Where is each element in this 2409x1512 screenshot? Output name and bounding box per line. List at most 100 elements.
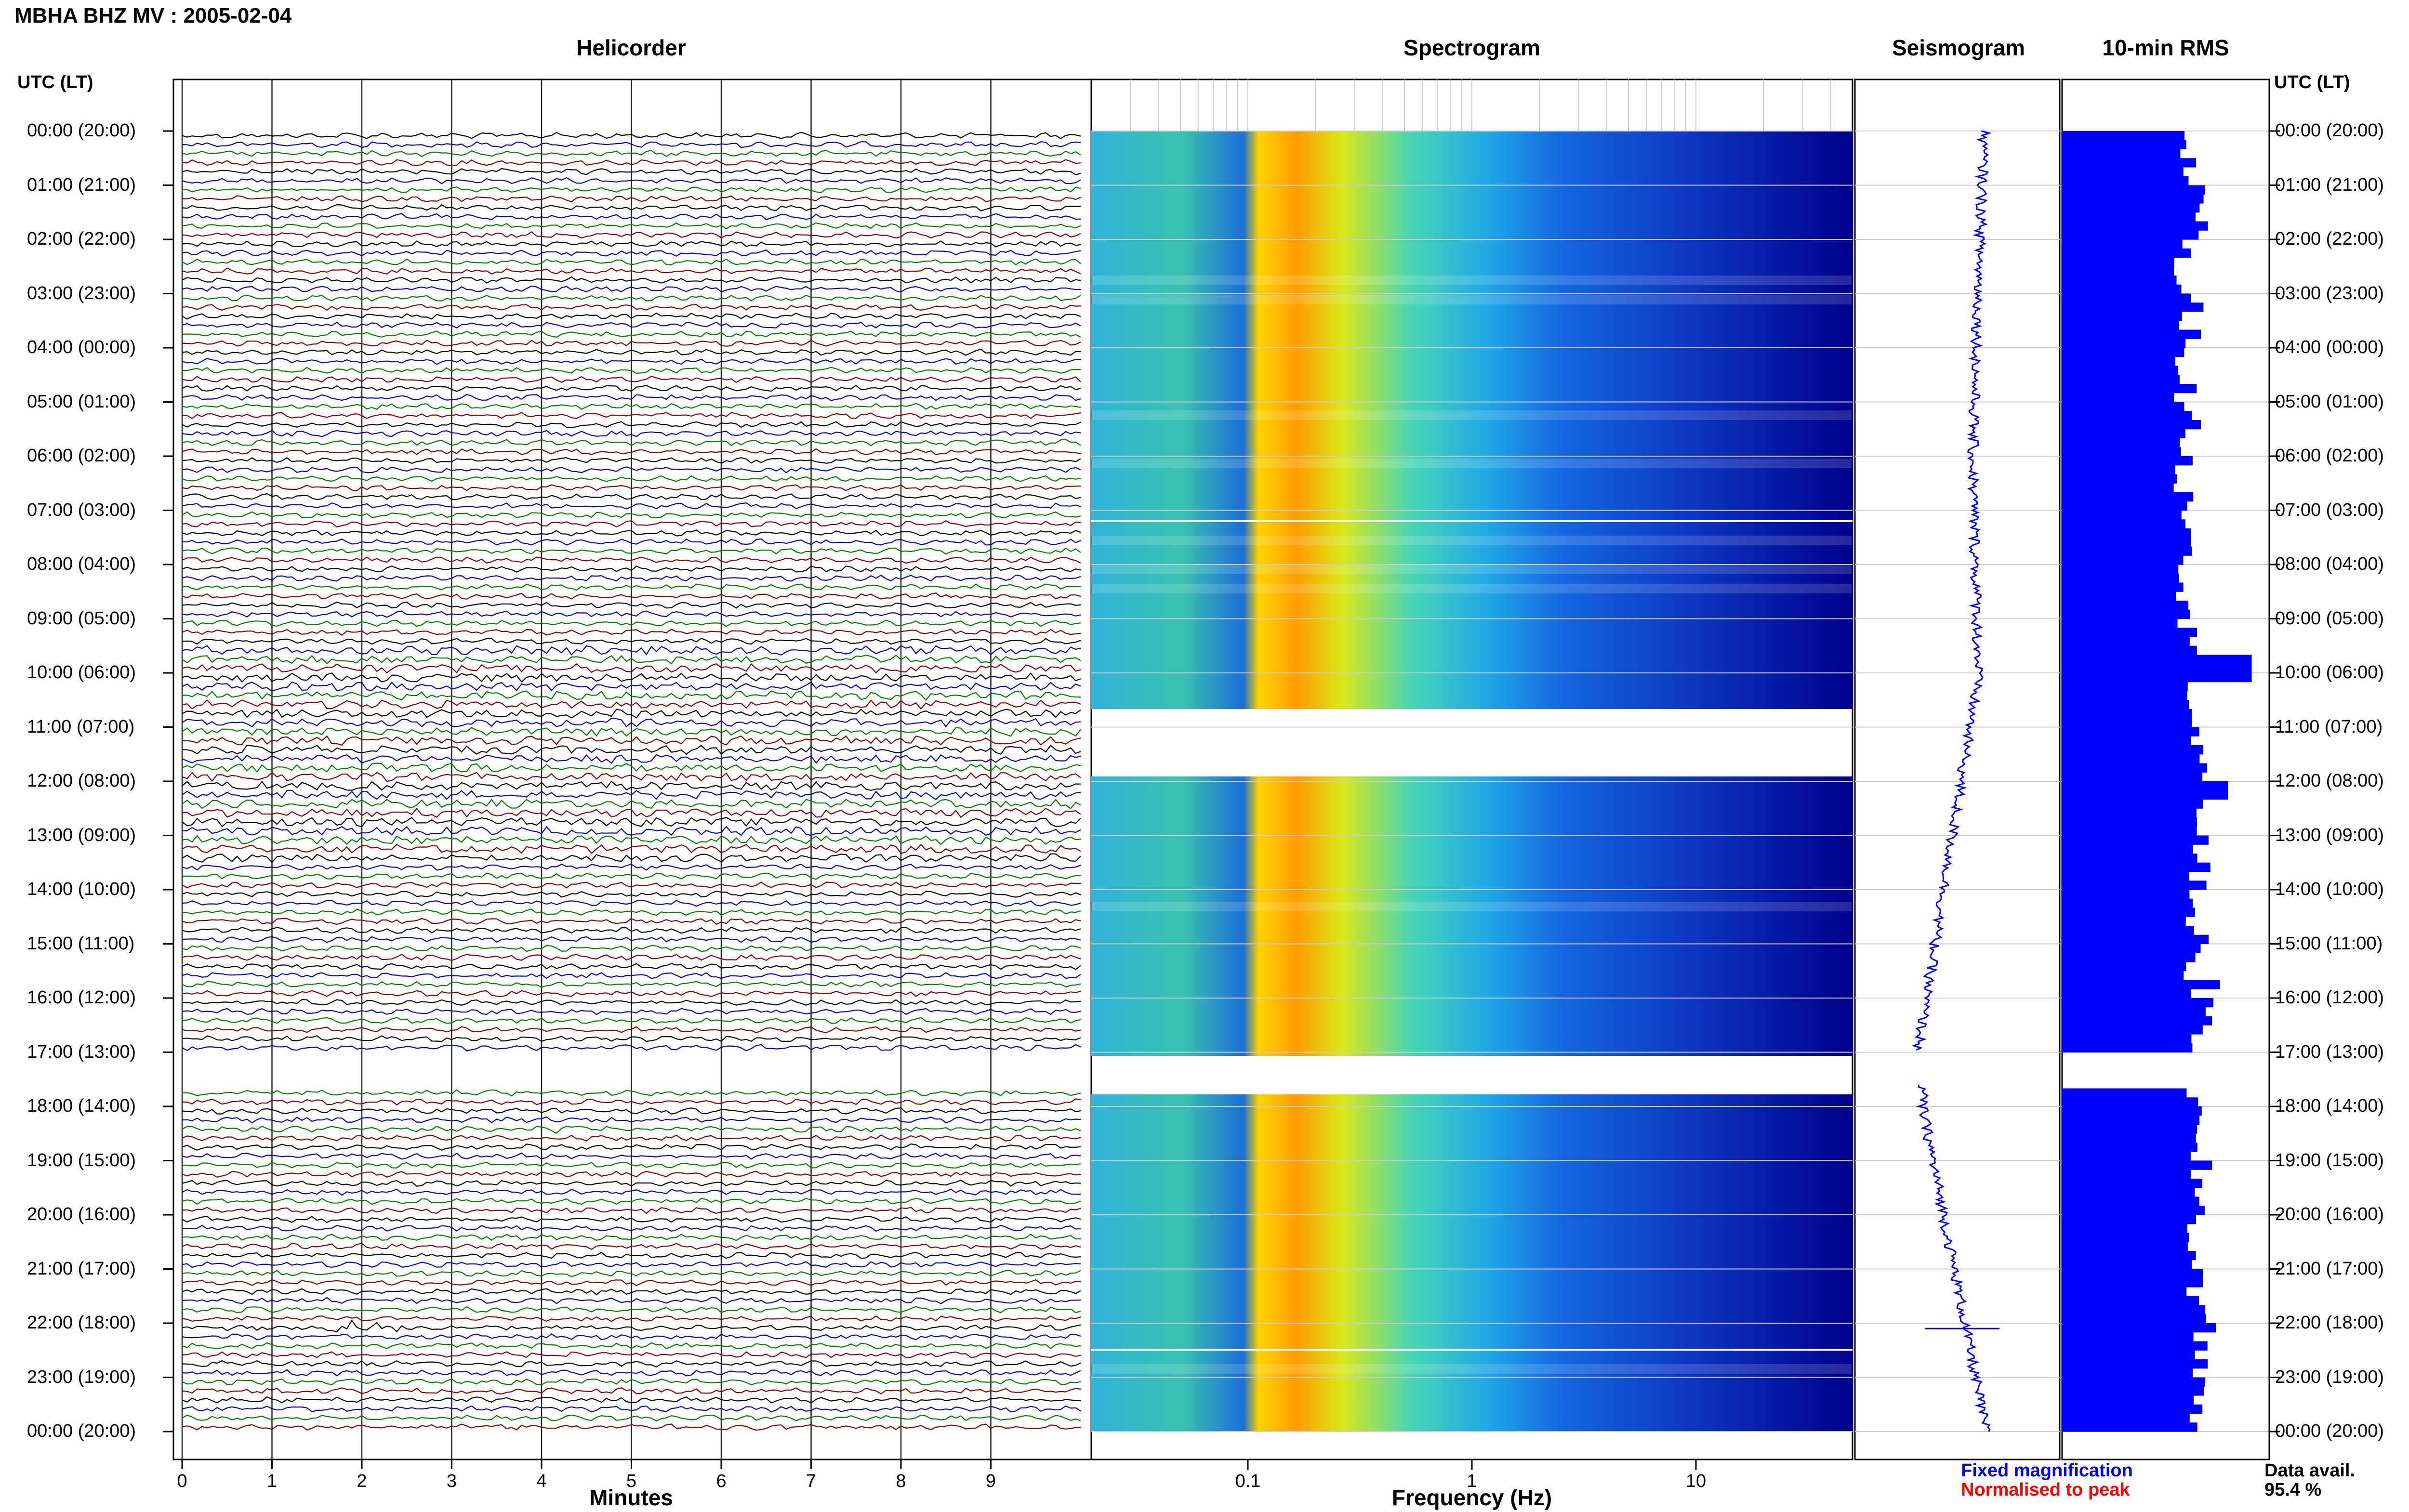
helicorder-trace: [182, 1369, 1081, 1377]
spectrogram-dropout: [1091, 1349, 1853, 1351]
helicorder-trace: [182, 601, 1081, 609]
spectrogram-band: [1091, 1354, 1853, 1364]
time-label-left: 00:00 (20:00): [27, 1421, 136, 1441]
rms-bar: [2062, 1359, 2208, 1369]
spectrogram-band: [1091, 266, 1853, 276]
helicorder-x-tick-label: 0: [177, 1471, 187, 1491]
rms-bar: [2062, 745, 2204, 755]
spectrogram-band: [1091, 1229, 1853, 1239]
helicorder-x-tick-label: 3: [446, 1471, 457, 1491]
rms-bar: [2062, 754, 2200, 764]
rms-bar: [2062, 1133, 2196, 1143]
spectrogram-band: [1091, 362, 1853, 372]
time-label-right: 23:00 (19:00): [2275, 1367, 2384, 1387]
rms-bar: [2062, 528, 2191, 538]
rms-bar: [2062, 1088, 2187, 1098]
helicorder-trace: [182, 807, 1081, 818]
helicorder-trace: [182, 159, 1081, 166]
helicorder-trace: [182, 1378, 1081, 1386]
helicorder-trace: [182, 1098, 1081, 1106]
helicorder-trace: [182, 502, 1081, 510]
helicorder-trace: [182, 294, 1081, 302]
time-label-right: 12:00 (08:00): [2275, 771, 2384, 791]
helicorder-trace: [182, 276, 1081, 284]
rms-bar: [2062, 230, 2199, 240]
helicorder-trace: [182, 394, 1081, 401]
helicorder-trace: [182, 663, 1081, 674]
time-label-left: 18:00 (14:00): [27, 1096, 136, 1116]
helicorder-trace: [182, 1333, 1081, 1341]
helicorder-trace: [182, 1234, 1081, 1241]
rms-bar: [2062, 808, 2197, 818]
helicorder-trace: [182, 1315, 1081, 1322]
helicorder-trace: [182, 592, 1081, 600]
time-label-left: 22:00 (18:00): [27, 1313, 136, 1333]
rms-bar: [2062, 980, 2220, 989]
rms-bar: [2062, 1025, 2203, 1035]
helicorder-trace: [182, 574, 1081, 582]
rms-bar: [2062, 826, 2197, 836]
time-label-right: 00:00 (20:00): [2275, 120, 2384, 141]
rms-bar: [2062, 1413, 2190, 1423]
rms-bar: [2062, 510, 2182, 520]
rms-bar: [2062, 474, 2177, 484]
spectrogram-panel: [1090, 79, 1853, 1470]
spectrogram-band: [1091, 603, 1853, 613]
spectrogram-band: [1091, 430, 1853, 439]
spectrogram-band: [1091, 1171, 1853, 1181]
rms-bar: [2062, 248, 2191, 258]
spectrogram-band: [1091, 276, 1853, 285]
helicorder-trace: [182, 918, 1081, 925]
rms-bar: [2062, 799, 2203, 809]
rms-bar: [2062, 284, 2182, 294]
helicorder-trace: [182, 1387, 1081, 1395]
rms-bar: [2062, 1016, 2212, 1026]
helicorder-trace: [182, 1125, 1081, 1134]
helicorder-trace: [182, 863, 1081, 871]
helicorder-trace: [182, 1180, 1081, 1187]
helicorder-trace: [182, 357, 1081, 365]
rms-bar: [2062, 953, 2196, 962]
rms-bar: [2062, 302, 2204, 312]
spectrogram-band: [1091, 1412, 1853, 1422]
spectrogram-band: [1091, 459, 1853, 468]
rms-bar: [2062, 573, 2179, 583]
time-label-right: 16:00 (12:00): [2275, 987, 2384, 1008]
helicorder-trace: [182, 1197, 1081, 1205]
helicorder-trace: [182, 744, 1081, 755]
rms-bar: [2062, 293, 2191, 303]
rms-bar: [2062, 691, 2187, 700]
spectrogram-band: [1091, 536, 1853, 545]
time-label-left: 06:00 (02:00): [27, 446, 136, 466]
rms-bar: [2062, 1196, 2199, 1206]
helicorder-trace: [182, 1134, 1081, 1142]
spectrogram-band: [1091, 1335, 1853, 1345]
spectrogram-band: [1091, 680, 1853, 690]
time-label-right: 06:00 (02:00): [2275, 446, 2384, 466]
spectrogram-band: [1091, 170, 1853, 179]
spectrogram-band: [1091, 593, 1853, 603]
rms-bar: [2062, 339, 2186, 348]
helicorder-trace: [182, 826, 1081, 836]
time-label-left: 00:00 (20:00): [27, 120, 136, 141]
rms-bar: [2062, 1187, 2195, 1197]
rms-bar: [2062, 375, 2180, 384]
rms-bar: [2062, 429, 2185, 439]
helicorder-trace: [182, 177, 1081, 184]
time-label-left: 11:00 (07:00): [27, 716, 135, 737]
time-label-left: 21:00 (17:00): [27, 1258, 136, 1279]
rms-title: 10-min RMS: [2102, 35, 2229, 60]
helicorder-trace: [182, 1261, 1081, 1268]
spectrogram-band: [1091, 690, 1853, 699]
rms-bar: [2062, 881, 2207, 890]
spectrogram-band: [1091, 497, 1853, 507]
spectrogram-band: [1091, 545, 1853, 555]
helicorder-trace: [182, 1243, 1081, 1250]
helicorder-trace: [182, 1161, 1081, 1169]
spectrogram-band: [1091, 815, 1853, 825]
helicorder-trace: [182, 690, 1081, 701]
spectrogram-band: [1091, 555, 1853, 565]
time-label-left: 05:00 (01:00): [27, 391, 136, 412]
rms-bar: [2062, 1251, 2196, 1261]
time-label-left: 13:00 (09:00): [27, 825, 136, 845]
